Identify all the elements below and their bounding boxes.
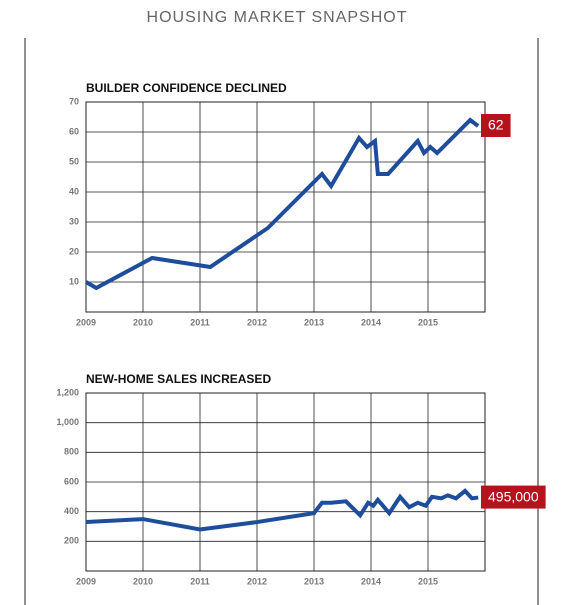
x-tick-label: 2012 (247, 576, 267, 586)
x-tick-label: 2015 (418, 317, 438, 327)
y-tick-label: 10 (69, 276, 79, 286)
page-title: HOUSING MARKET SNAPSHOT (147, 9, 408, 26)
chart-title: NEW-HOME SALES INCREASED (86, 372, 271, 386)
y-tick-label: 600 (64, 476, 79, 486)
end-label: 495,000 (481, 485, 546, 509)
y-tick-label: 50 (69, 156, 79, 166)
end-label: 62 (481, 114, 511, 137)
y-tick-label: 70 (69, 96, 79, 106)
x-tick-label: 2014 (361, 576, 381, 586)
x-tick-label: 2009 (76, 317, 96, 327)
x-tick-label: 2010 (133, 576, 153, 586)
y-tick-label: 60 (69, 126, 79, 136)
y-tick-label: 400 (64, 506, 79, 516)
x-tick-label: 2011 (190, 317, 210, 327)
x-tick-label: 2011 (190, 576, 210, 586)
x-tick-label: 2014 (361, 317, 381, 327)
chart-title: BUILDER CONFIDENCE DECLINED (86, 81, 287, 95)
y-tick-label: 20 (69, 246, 79, 256)
end-label-text: 62 (488, 117, 504, 133)
x-tick-label: 2010 (133, 317, 153, 327)
y-tick-label: 800 (64, 447, 79, 457)
end-label-box (481, 485, 546, 509)
x-tick-label: 2015 (418, 576, 438, 586)
x-tick-label: 2009 (76, 576, 96, 586)
y-tick-label: 40 (69, 186, 79, 196)
y-tick-label: 30 (69, 216, 79, 226)
y-tick-label: 1,200 (56, 387, 79, 397)
end-label-text: 495,000 (488, 488, 539, 504)
x-tick-label: 2012 (247, 317, 267, 327)
plot-frame (85, 101, 486, 313)
x-tick-label: 2013 (304, 317, 324, 327)
x-tick-label: 2013 (304, 576, 324, 586)
y-tick-label: 1,000 (56, 417, 79, 427)
y-tick-label: 200 (64, 536, 79, 546)
plot-frame (85, 392, 486, 572)
data-line (84, 117, 480, 291)
end-label-box (481, 114, 511, 137)
data-line (85, 488, 479, 532)
